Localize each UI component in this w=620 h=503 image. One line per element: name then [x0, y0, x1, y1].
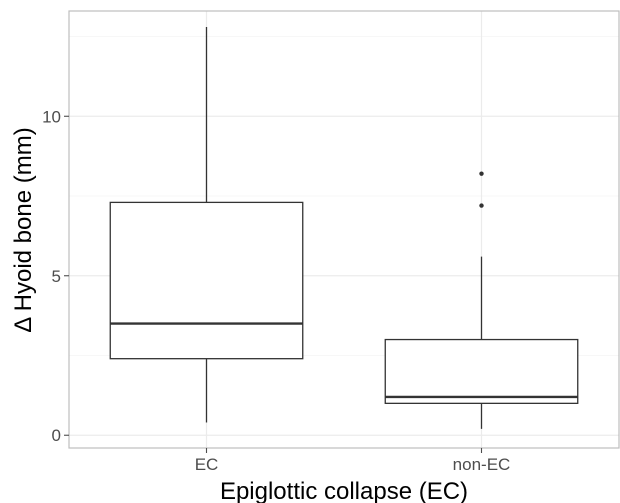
y-axis-ticks: 0 5 10	[42, 107, 69, 445]
y-tick-label: 10	[42, 107, 61, 126]
x-tick-label: non-EC	[453, 455, 511, 474]
iqr-box	[109, 201, 304, 360]
outlier-point	[479, 203, 484, 208]
box-series	[109, 26, 579, 429]
outlier-point	[479, 171, 484, 176]
y-tick-label: 0	[52, 426, 61, 445]
y-axis-title: Δ Hyoid bone (mm)	[10, 127, 37, 332]
x-axis-title: Epiglottic collapse (EC)	[220, 478, 468, 503]
y-tick-label: 5	[52, 267, 61, 286]
box-ec	[109, 26, 304, 423]
x-tick-label: EC	[195, 455, 219, 474]
panel-border	[68, 10, 620, 449]
x-axis-ticks: EC non-EC	[195, 448, 511, 474]
iqr-box	[384, 338, 579, 404]
box-non-ec	[384, 171, 579, 429]
